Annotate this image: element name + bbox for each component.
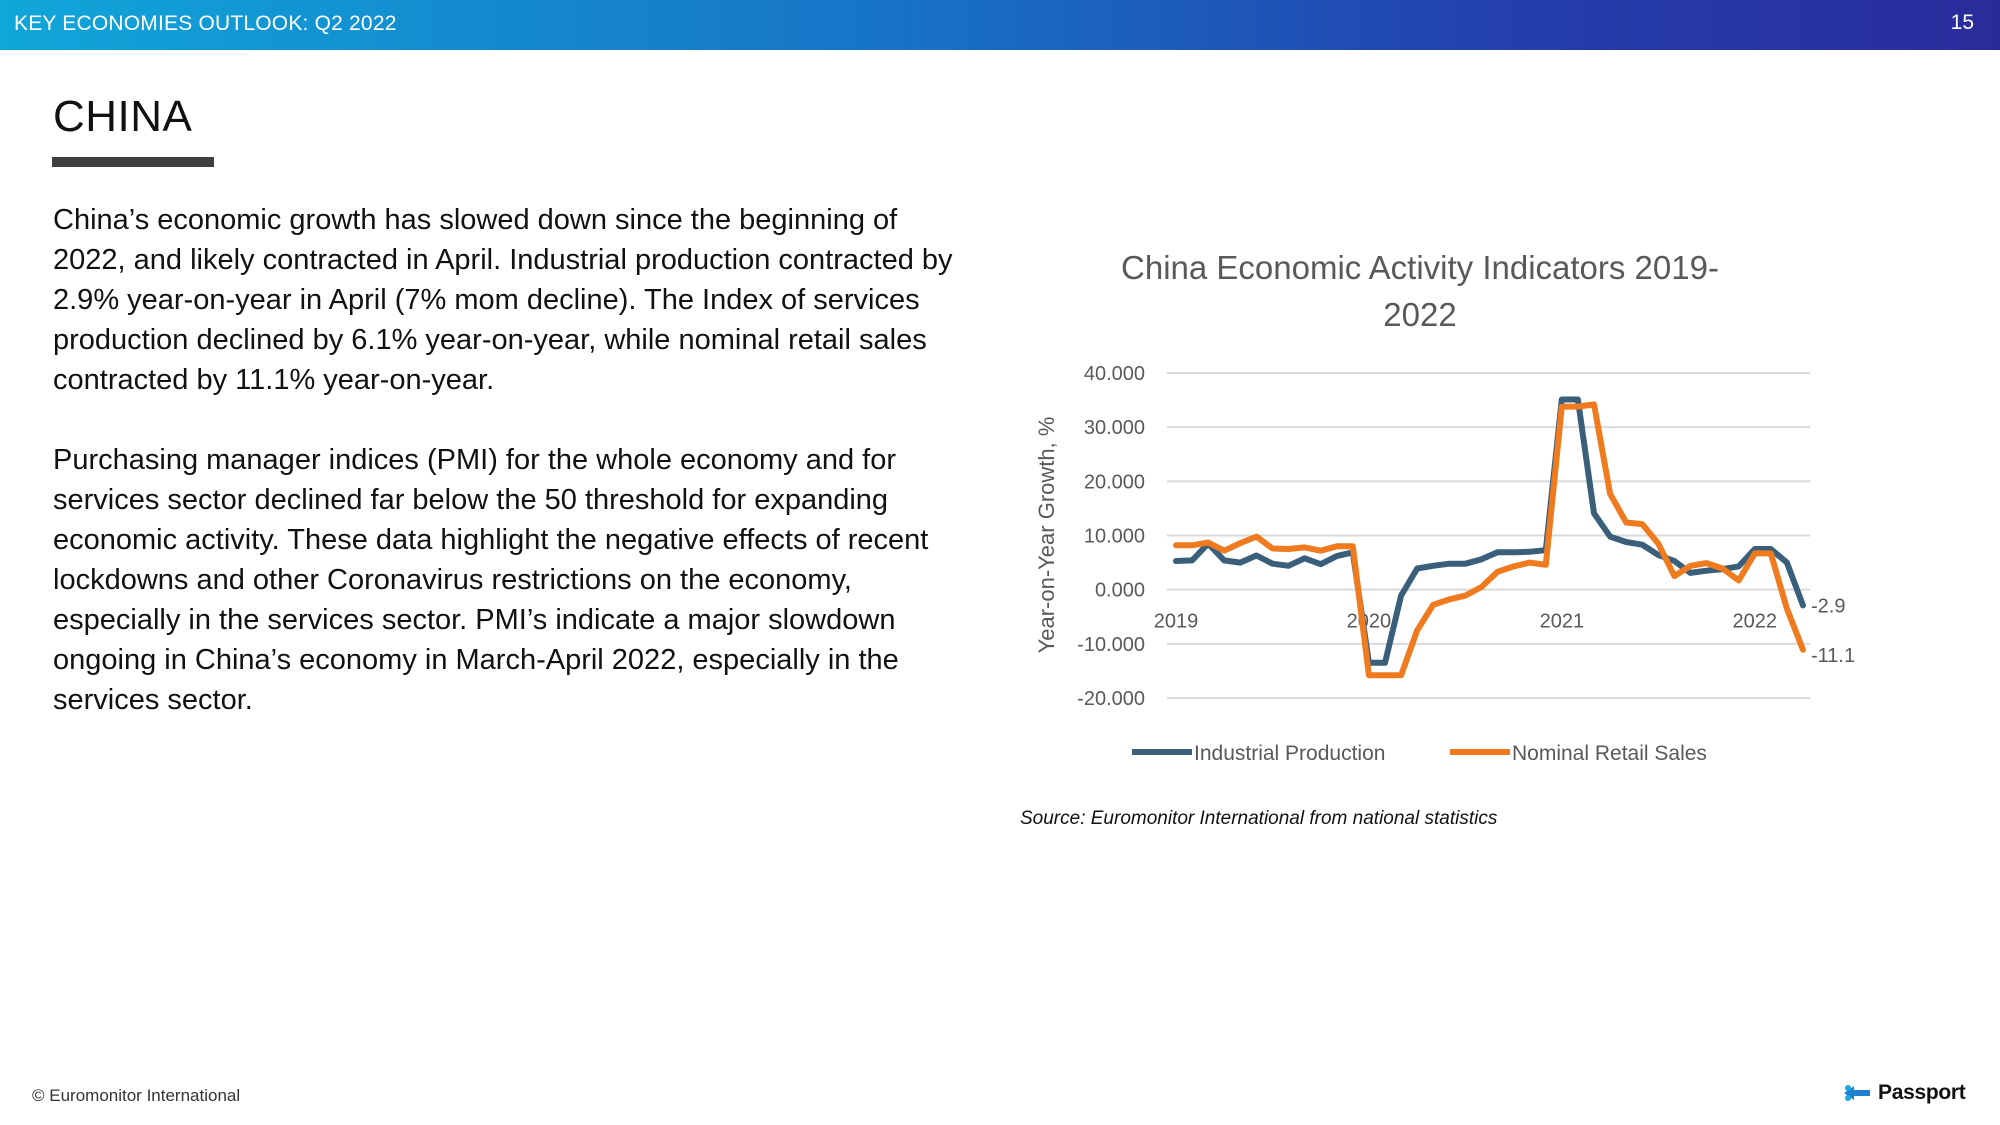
x-tick-label: 2021	[1540, 611, 1585, 633]
section-title: CHINA	[53, 92, 193, 141]
y-tick-label: 20.000	[1084, 471, 1145, 493]
chart-container: China Economic Activity Indicators 2019-…	[1010, 230, 1890, 790]
y-tick-label: 30.000	[1084, 417, 1145, 439]
report-title: KEY ECONOMIES OUTLOOK: Q2 2022	[14, 12, 397, 35]
y-tick-label: 0.000	[1095, 580, 1145, 602]
paragraph-2: Purchasing manager indices (PMI) for the…	[53, 444, 929, 716]
legend-label: Nominal Retail Sales	[1512, 742, 1707, 765]
y-tick-label: 40.000	[1084, 363, 1145, 385]
source-note: Source: Euromonitor International from n…	[1020, 808, 1498, 829]
line-chart: China Economic Activity Indicators 2019-…	[1034, 249, 1855, 765]
copyright: © Euromonitor International	[32, 1086, 241, 1105]
y-tick-label: -10.000	[1077, 634, 1145, 656]
y-axis-label: Year-on-Year Growth, %	[1034, 417, 1059, 654]
series-line-nominal-retail-sales	[1173, 401, 1806, 679]
series-line-industrial-production	[1173, 396, 1806, 666]
x-tick-label: 2019	[1154, 611, 1199, 633]
passport-logo-text: Passport	[1878, 1081, 1966, 1104]
section-title-underline	[52, 157, 214, 167]
x-tick-label: 2022	[1733, 611, 1778, 633]
data-label-end: -11.1	[1811, 645, 1855, 667]
passport-logo: Passport	[1840, 1080, 1966, 1106]
header-bar: KEY ECONOMIES OUTLOOK: Q2 2022 15	[0, 0, 2000, 50]
chart-title-line-2: 2022	[1383, 296, 1456, 333]
data-label-end: -2.9	[1811, 595, 1845, 617]
chart-title-line-1: China Economic Activity Indicators 2019-	[1121, 249, 1719, 286]
x-tick-label: 2020	[1347, 611, 1392, 633]
body-text: China’s economic growth has slowed down …	[53, 200, 973, 760]
page-number: 15	[1950, 11, 1974, 34]
paragraph-1: China’s economic growth has slowed down …	[53, 204, 953, 396]
legend-label: Industrial Production	[1194, 742, 1385, 765]
y-tick-label: 10.000	[1084, 526, 1145, 548]
passport-logo-icon	[1844, 1085, 1870, 1101]
y-tick-label: -20.000	[1077, 688, 1145, 710]
